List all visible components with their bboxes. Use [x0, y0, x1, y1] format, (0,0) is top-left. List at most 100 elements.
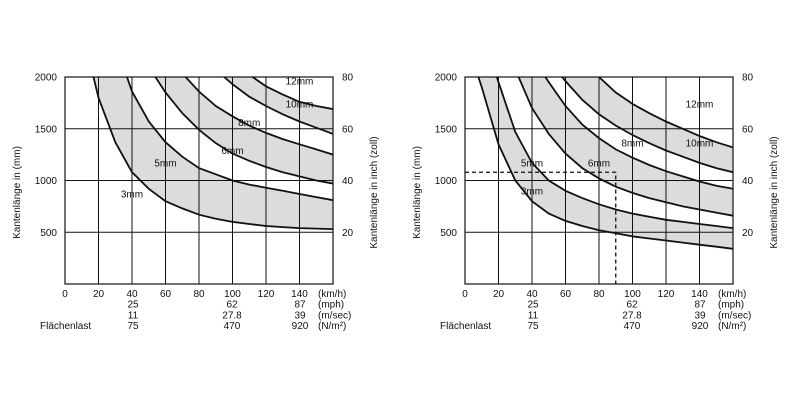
y-tick-label: 1000	[35, 176, 58, 187]
y-right-tick-label: 40	[742, 176, 754, 187]
secondary-row-label: Flächenlast	[440, 321, 491, 332]
y-axis-title: Kantenlänge in (mm)	[412, 146, 423, 239]
secondary-value: 87	[294, 300, 306, 311]
y-right-tick-label: 80	[742, 73, 754, 84]
secondary-unit: (N/m²)	[718, 321, 746, 332]
secondary-value: 75	[527, 321, 539, 332]
x-tick-label: 20	[493, 289, 505, 300]
secondary-value: 75	[127, 321, 139, 332]
x-unit-label: (km/h)	[318, 289, 346, 300]
x-tick-label: 60	[560, 289, 572, 300]
y-tick-label: 2000	[35, 73, 58, 84]
x-tick-label: 80	[593, 289, 605, 300]
curve-12mm	[252, 77, 333, 110]
curve-10mm	[223, 77, 333, 135]
secondary-value: 62	[626, 300, 638, 311]
y-tick-label: 1500	[435, 124, 458, 135]
y-tick-label: 1500	[35, 124, 58, 135]
y-tick-label: 500	[40, 228, 57, 239]
secondary-value: 39	[294, 310, 306, 321]
curve-label: 5mm	[521, 158, 543, 169]
curve-label: 3mm	[521, 186, 543, 197]
secondary-value: 62	[226, 300, 238, 311]
curve-3mm	[92, 77, 333, 230]
curve-label: 12mm	[286, 77, 314, 88]
shaded-band-3mm-5mm	[478, 77, 733, 249]
shaded-band-3mm-5mm	[93, 77, 333, 230]
x-tick-label: 40	[126, 289, 138, 300]
secondary-value: 470	[224, 321, 241, 332]
x-tick-label: 0	[62, 289, 68, 300]
secondary-unit: (m/sec)	[718, 310, 751, 321]
curve-label: 5mm	[154, 158, 176, 169]
secondary-value: 27.8	[222, 310, 242, 321]
curve-label: 6mm	[588, 158, 610, 169]
shaded-band-6mm-8mm	[518, 77, 733, 216]
plot-frame	[64, 76, 334, 285]
secondary-value: 87	[694, 300, 706, 311]
x-unit-label: (km/h)	[718, 289, 746, 300]
secondary-value: 470	[624, 321, 641, 332]
y-tick-label: 2000	[435, 73, 458, 84]
curve-10mm	[561, 77, 733, 174]
curve-label: 6mm	[221, 146, 243, 157]
plot-area	[65, 77, 333, 284]
x-tick-label: 140	[691, 289, 708, 300]
curve-label: 8mm	[621, 139, 643, 150]
secondary-value: 39	[694, 310, 706, 321]
x-tick-label: 60	[160, 289, 172, 300]
x-tick-label: 80	[193, 289, 205, 300]
curve-3mm	[477, 77, 733, 250]
secondary-value: 920	[692, 321, 709, 332]
plot-frame	[464, 76, 734, 285]
curve-12mm	[598, 77, 733, 149]
y-right-axis-title: Kantenlänge in inch (zoll)	[369, 136, 380, 248]
y-tick-label: 1000	[435, 176, 458, 187]
shaded-band-10mm-12mm	[562, 77, 733, 173]
curve-5mm	[495, 77, 733, 229]
secondary-unit: (mph)	[718, 300, 744, 311]
y-right-tick-label: 60	[742, 124, 754, 135]
x-tick-label: 0	[462, 289, 468, 300]
x-tick-label: 20	[93, 289, 105, 300]
shaded-band-10mm-12mm	[224, 77, 333, 134]
reference-dashed-line	[465, 171, 617, 284]
secondary-unit: (mph)	[318, 300, 344, 311]
secondary-value: 920	[292, 321, 309, 332]
y-axis-title: Kantenlänge in (mm)	[12, 146, 23, 239]
x-tick-label: 120	[258, 289, 275, 300]
x-tick-label: 100	[624, 289, 641, 300]
curve-6mm	[517, 77, 733, 217]
curve-label: 10mm	[686, 139, 714, 150]
x-tick-label: 100	[224, 289, 241, 300]
y-right-tick-label: 60	[342, 124, 354, 135]
x-tick-label: 40	[526, 289, 538, 300]
y-tick-label: 500	[440, 228, 457, 239]
secondary-unit: (m/sec)	[318, 310, 351, 321]
x-tick-label: 140	[291, 289, 308, 300]
y-right-tick-label: 80	[342, 73, 354, 84]
curve-label: 10mm	[286, 99, 314, 110]
curve-label: 8mm	[238, 118, 260, 129]
curve-8mm	[184, 77, 333, 156]
curve-8mm	[544, 77, 733, 190]
y-right-tick-label: 40	[342, 176, 354, 187]
curve-6mm	[154, 77, 333, 185]
secondary-value: 11	[528, 310, 539, 321]
curve-label: 12mm	[686, 99, 714, 110]
shaded-band-6mm-8mm	[155, 77, 333, 184]
y-right-tick-label: 20	[342, 228, 354, 239]
curve-5mm	[126, 77, 333, 202]
secondary-value: 11	[128, 310, 139, 321]
secondary-unit: (N/m²)	[318, 321, 346, 332]
secondary-value: 25	[127, 300, 139, 311]
y-right-tick-label: 20	[742, 228, 754, 239]
secondary-value: 27.8	[622, 310, 642, 321]
secondary-row-label: Flächenlast	[40, 321, 91, 332]
plot-area	[465, 77, 733, 284]
y-right-axis-title: Kantenlänge in inch (zoll)	[769, 136, 780, 248]
chart-left: 3mm5mm6mm8mm10mm12mm50010001500200020406…	[12, 73, 380, 333]
x-tick-label: 120	[658, 289, 675, 300]
